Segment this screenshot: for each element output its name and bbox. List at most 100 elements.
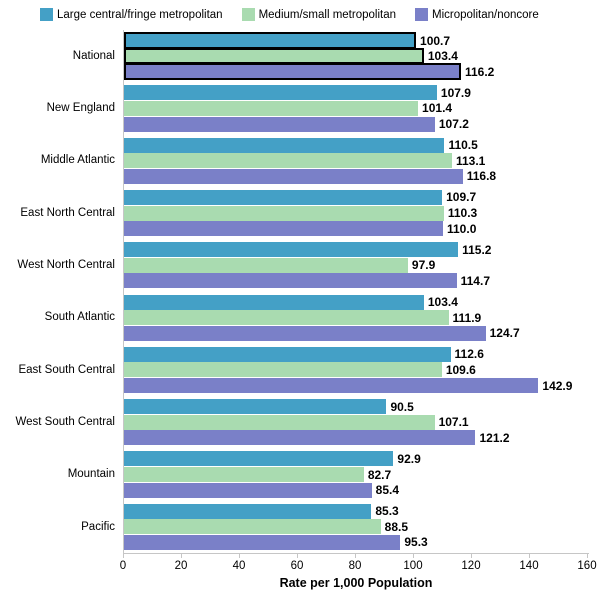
bar — [124, 205, 444, 221]
bar-group: 110.5 113.1 116.8 — [124, 137, 588, 184]
value-label: 109.7 — [446, 190, 477, 205]
x-tick — [355, 554, 356, 558]
x-tick — [123, 554, 124, 558]
bar — [124, 414, 435, 430]
value-label: 111.9 — [452, 310, 482, 325]
value-label: 121.2 — [479, 430, 510, 445]
x-tick-label: 120 — [461, 560, 481, 572]
category-label: East North Central — [20, 206, 115, 219]
bar-group: 109.7 110.3 110.0 — [124, 189, 588, 237]
bar — [124, 346, 451, 362]
value-label: 85.4 — [375, 483, 400, 498]
bar — [124, 273, 457, 289]
bar — [124, 503, 372, 519]
value-label: 88.5 — [384, 519, 408, 534]
category-label: National — [72, 49, 115, 62]
legend-swatch — [241, 8, 255, 21]
value-label: 97.9 — [411, 258, 436, 273]
x-tick-label: 40 — [232, 560, 246, 572]
bar — [124, 378, 539, 394]
category-label: West North Central — [17, 259, 115, 272]
bar-group: 92.9 82.7 85.4 — [124, 451, 588, 498]
bar — [124, 482, 372, 498]
x-tick — [239, 554, 240, 558]
bar — [124, 189, 443, 205]
value-label: 107.9 — [440, 85, 471, 100]
bar-line: 111.9 — [124, 310, 588, 326]
chart-row: National 100.7 103.4 116.2 — [0, 30, 616, 82]
bar — [124, 85, 437, 101]
bar-group: 90.5 107.1 121.2 — [124, 399, 588, 446]
bar-line: 88.5 — [124, 519, 588, 535]
bar-line: 100.7 — [124, 32, 588, 49]
bar — [124, 242, 459, 258]
value-label: 100.7 — [420, 33, 451, 48]
bar-line: 95.3 — [124, 534, 588, 551]
x-axis-title: Rate per 1,000 Population — [279, 576, 433, 590]
bar — [124, 519, 381, 535]
bar-group: 85.3 88.5 95.3 — [124, 503, 588, 550]
x-tick-label: 80 — [348, 560, 362, 572]
value-label: 95.3 — [404, 535, 428, 550]
legend-item: Micropolitan/noncore — [415, 8, 539, 21]
bar-line: 101.4 — [124, 100, 588, 117]
value-label: 110.5 — [448, 138, 478, 153]
category-label: West South Central — [15, 415, 115, 428]
legend-label: Large central/fringe metropolitan — [57, 8, 223, 21]
value-label: 110.3 — [447, 206, 478, 221]
x-tick-label: 100 — [403, 560, 423, 572]
chart-row: South Atlantic 103.4 111.9 124.7 — [0, 291, 616, 343]
bar-group: 100.7 103.4 116.2 — [124, 32, 588, 80]
value-label: 116.8 — [466, 169, 497, 184]
bar-line: 113.1 — [124, 153, 588, 169]
bar-line: 116.2 — [124, 63, 588, 80]
value-label: 114.7 — [460, 273, 490, 288]
x-tick — [471, 554, 472, 558]
bar — [124, 63, 461, 80]
bar-line: 110.3 — [124, 205, 588, 221]
bar-line: 97.9 — [124, 257, 588, 274]
legend: Large central/fringe metropolitan Medium/… — [40, 8, 558, 21]
chart-row: West South Central 90.5 107.1 121.2 — [0, 396, 616, 448]
bar — [124, 310, 449, 326]
category-label: Middle Atlantic — [40, 154, 115, 167]
category-label: Mountain — [67, 468, 115, 481]
bar-group: 103.4 111.9 124.7 — [124, 294, 588, 341]
bar — [124, 168, 463, 184]
chart-row: East North Central 109.7 110.3 110.0 — [0, 187, 616, 239]
chart-row: Mountain 92.9 82.7 85.4 — [0, 448, 616, 500]
value-label: 109.6 — [445, 362, 476, 377]
x-tick-label: 0 — [119, 560, 127, 572]
bar-line: 121.2 — [124, 430, 588, 446]
chart-row: East South Central 112.6 109.6 142.9 — [0, 344, 616, 396]
x-tick-label: 140 — [519, 560, 539, 572]
bar-line: 103.4 — [124, 294, 588, 310]
bar — [124, 137, 445, 153]
value-label: 101.4 — [422, 101, 453, 116]
legend-label: Micropolitan/noncore — [432, 8, 539, 21]
bar-line: 103.4 — [124, 47, 588, 65]
x-tick — [181, 554, 182, 558]
bar-line: 115.2 — [124, 242, 588, 258]
bar — [124, 257, 408, 273]
value-label: 142.9 — [542, 378, 573, 393]
value-label: 113.1 — [455, 153, 486, 168]
bar-line: 116.8 — [124, 168, 588, 185]
category-label: Pacific — [81, 520, 115, 533]
bar — [124, 467, 364, 483]
bar-line: 124.7 — [124, 325, 588, 341]
chart-row: Middle Atlantic 110.5 113.1 116.8 — [0, 135, 616, 187]
value-label: 82.7 — [367, 467, 392, 482]
x-axis-line: 0 20 40 60 80 100 120 140 160 — [120, 553, 597, 572]
bar-line: 107.9 — [124, 85, 588, 101]
chart-row: Pacific 85.3 88.5 95.3 — [0, 501, 616, 553]
bar-line: 142.9 — [124, 378, 588, 394]
bar-line: 112.6 — [124, 346, 588, 363]
value-label: 103.4 — [427, 295, 458, 310]
x-tick-label: 20 — [174, 560, 188, 572]
bar — [124, 153, 452, 169]
bar — [124, 451, 394, 467]
bar — [124, 100, 419, 116]
legend-item: Medium/small metropolitan — [241, 8, 396, 21]
bar — [124, 221, 443, 237]
